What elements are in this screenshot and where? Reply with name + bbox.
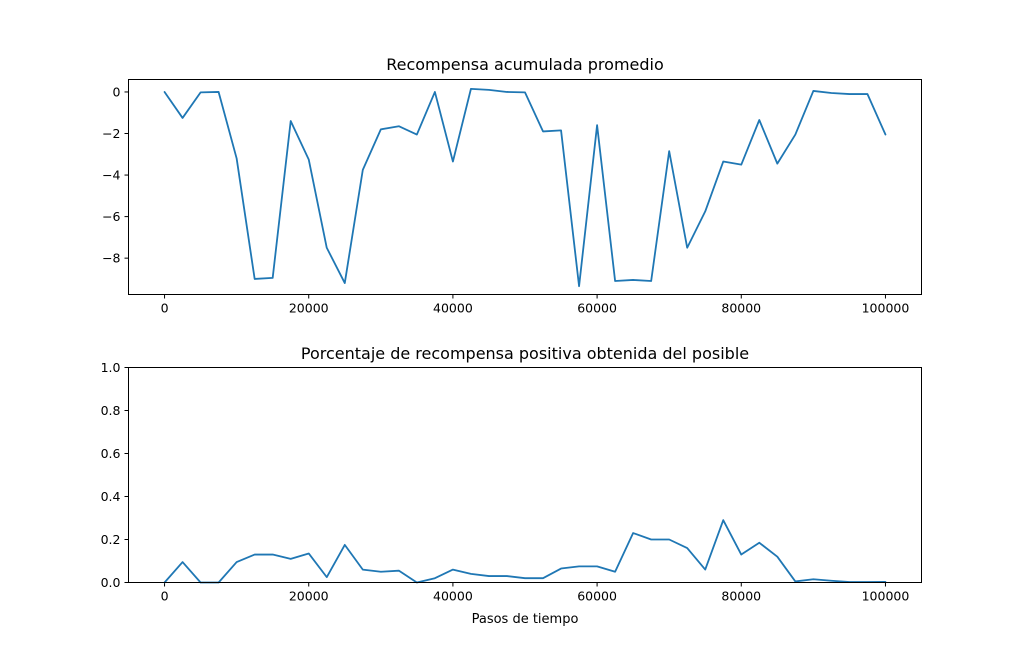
chart-title: Recompensa acumulada promedio [386,55,664,74]
x-tick-label: 40000 [433,589,473,604]
x-tick-label: 100000 [862,301,910,316]
y-tick-label: 0.8 [101,403,121,418]
y-tick-label: −6 [102,209,120,224]
chart-title: Porcentaje de recompensa positiva obteni… [301,344,749,363]
x-tick-label: 20000 [289,301,329,316]
y-tick-label: 0 [113,84,121,99]
x-tick-label: 60000 [577,301,617,316]
y-tick-label: −4 [102,168,120,183]
x-tick-label: 80000 [721,301,761,316]
x-tick-label: 80000 [721,589,761,604]
x-tick-label: 0 [161,589,169,604]
x-tick-label: 40000 [433,301,473,316]
x-axis-label: Pasos de tiempo [472,612,579,627]
y-tick-label: 0.0 [101,575,121,590]
y-tick-label: 0.2 [101,532,121,547]
x-tick-label: 100000 [862,589,910,604]
y-tick-label: −8 [102,251,120,266]
y-tick-label: −2 [102,126,120,141]
x-tick-label: 0 [161,301,169,316]
y-tick-label: 1.0 [101,360,121,375]
x-tick-label: 60000 [577,589,617,604]
x-tick-label: 20000 [289,589,329,604]
y-tick-label: 0.6 [101,446,121,461]
y-tick-label: 0.4 [101,489,121,504]
